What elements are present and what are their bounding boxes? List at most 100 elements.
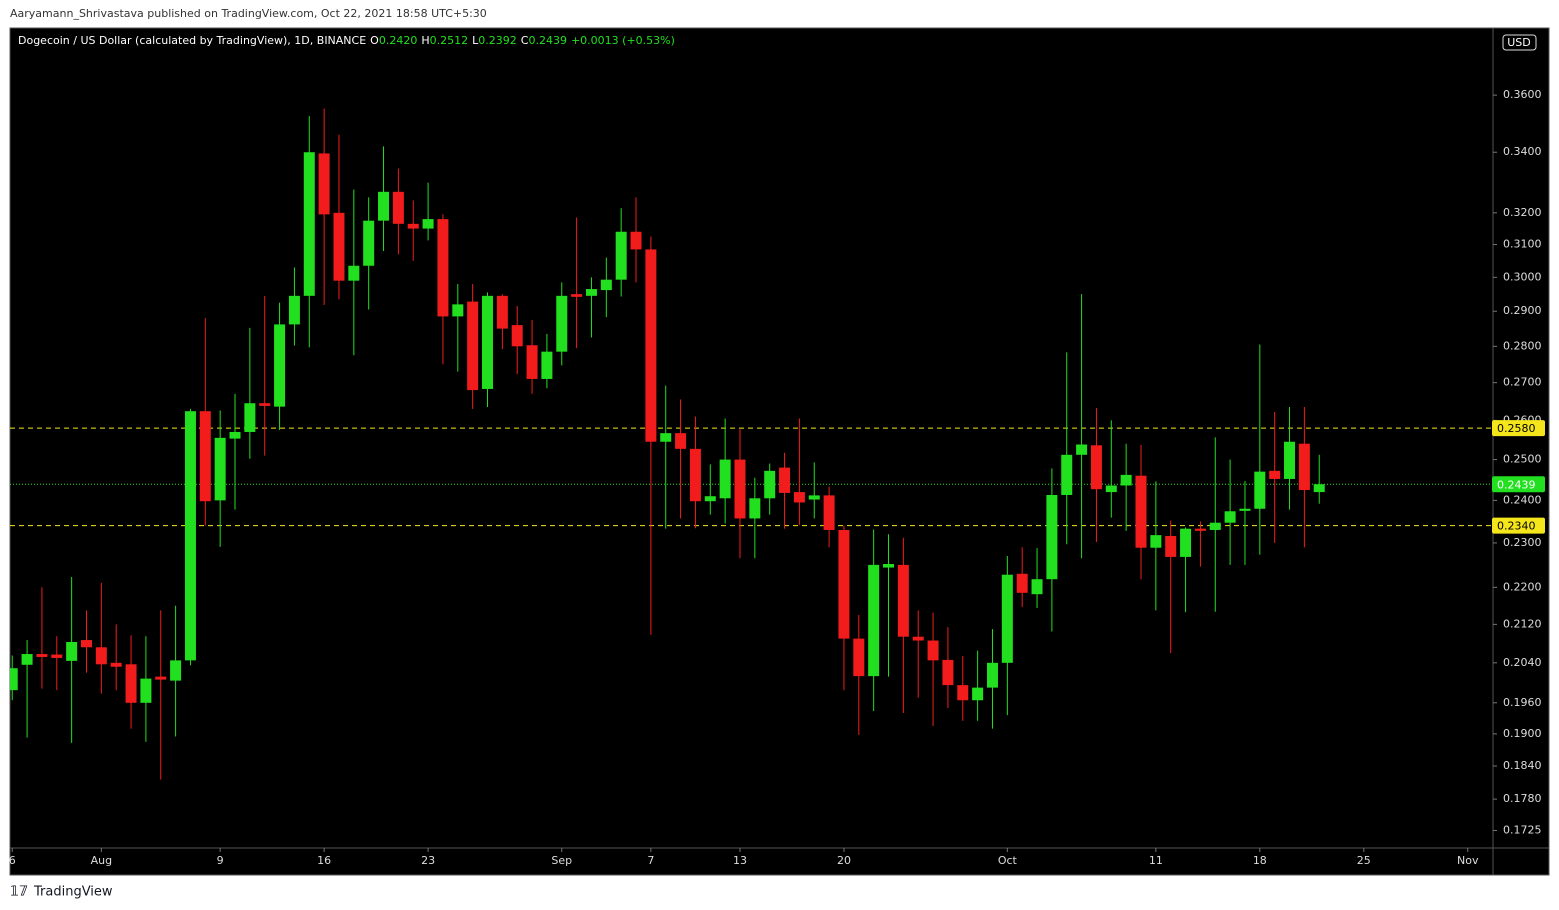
candle-body	[348, 265, 360, 281]
candle-body	[1194, 528, 1206, 531]
price-badge-label: 0.2580	[1497, 422, 1536, 435]
currency[interactable]: USD	[1507, 36, 1531, 49]
y-tick-label: 0.2040	[1503, 656, 1542, 669]
candle-body	[1284, 441, 1296, 479]
candle-body	[1209, 522, 1221, 530]
change: +0.0013 (+0.53%)	[570, 34, 675, 47]
price-badge-label: 0.2439	[1497, 478, 1536, 491]
candle-body	[972, 687, 984, 701]
candle-body	[779, 467, 791, 493]
candle-body	[467, 301, 479, 391]
x-tick-label: 23	[421, 854, 435, 867]
candle-body	[630, 231, 642, 250]
y-tick-label: 0.2200	[1503, 580, 1542, 593]
candle-body	[1001, 574, 1013, 663]
candle-body	[1239, 508, 1251, 511]
candle-body	[51, 654, 63, 658]
candle-body	[378, 191, 390, 221]
candle-body	[496, 295, 508, 329]
y-tick-label: 0.3600	[1503, 88, 1542, 101]
x-tick-label: 13	[733, 854, 747, 867]
candle-body	[1090, 445, 1102, 490]
candle-body	[957, 685, 969, 701]
candle-body	[883, 563, 895, 568]
candle-body	[199, 411, 211, 502]
candle-body	[1135, 475, 1147, 548]
candle-body	[541, 351, 553, 379]
x-tick-label: 11	[1149, 854, 1163, 867]
chart-title: Dogecoin / US Dollar (calculated by Trad…	[18, 34, 367, 47]
candle-body	[184, 411, 196, 661]
y-tick-label: 0.3200	[1503, 206, 1542, 219]
plot-area	[10, 108, 1493, 780]
candle-body	[986, 662, 998, 688]
ohlc-value: 0.2420	[378, 34, 418, 47]
x-tick-label: Aug	[91, 854, 112, 867]
candle-body	[1165, 535, 1177, 557]
price-badge	[1492, 476, 1545, 493]
candle-body	[853, 638, 865, 677]
ohlc-label: O	[370, 34, 379, 47]
candle-body	[1031, 579, 1043, 595]
candle-body	[363, 220, 375, 266]
candle-body	[1061, 454, 1073, 495]
candle-body	[303, 152, 315, 296]
candle-body	[244, 403, 256, 432]
candle-body	[437, 219, 449, 317]
candle-body	[1120, 474, 1132, 486]
x-tick-label: 20	[837, 854, 851, 867]
footer-logo: 𝟙𝟟	[10, 885, 28, 900]
y-tick-label: 0.1780	[1503, 792, 1542, 805]
candle-body	[452, 304, 464, 317]
ohlc-value: 0.2439	[528, 34, 567, 47]
y-tick-label: 0.2500	[1503, 453, 1542, 466]
footer: TradingView	[33, 885, 113, 900]
axes: 0.3600 0.3400 0.3200 0.3100 0.3000 0.2900 0.28…	[9, 88, 1545, 867]
candle-body	[140, 678, 152, 703]
candle-body	[1016, 573, 1028, 593]
ohlc-label: H	[421, 34, 430, 47]
candle-body	[749, 498, 761, 519]
candle-body	[214, 437, 226, 501]
candle-body	[645, 249, 657, 442]
y-tick-label: 0.3100	[1503, 238, 1542, 251]
x-tick-label: Sep	[551, 854, 572, 867]
x-tick-label: 18	[1253, 854, 1267, 867]
x-tick-label: 25	[1357, 854, 1371, 867]
candle-body	[21, 654, 33, 665]
chart-background	[9, 27, 1550, 876]
currency-box[interactable]	[1502, 34, 1537, 51]
candle-body	[1224, 511, 1236, 523]
candle-body	[912, 636, 924, 641]
candle-body	[1254, 471, 1266, 509]
ohlc-label: L	[472, 34, 479, 47]
price-badge	[1492, 517, 1545, 534]
candle-body	[95, 647, 107, 665]
x-tick-label: Oct	[998, 854, 1018, 867]
candle-body	[734, 459, 746, 519]
y-tick-label: 0.2800	[1503, 339, 1542, 352]
candle-body	[318, 153, 330, 215]
legend: Dogecoin / US Dollar (calculated by Trad…	[18, 34, 679, 47]
candle-body	[526, 345, 538, 379]
candle-body	[511, 325, 523, 347]
candle-body	[600, 279, 612, 291]
candle-body	[274, 324, 286, 407]
x-tick-label: 9	[217, 854, 224, 867]
ohlc-label: C	[520, 34, 529, 47]
x-tick-label: 16	[317, 854, 331, 867]
candle-body	[1269, 470, 1281, 479]
x-tick-label: 7	[647, 854, 654, 867]
y-tick-label: 0.3400	[1503, 145, 1542, 158]
byline: Aaryamann_Shrivastava published on Tradi…	[10, 7, 487, 20]
x-tick-label: 6	[9, 854, 16, 867]
y-tick-label: 0.3000	[1503, 270, 1542, 283]
candle-body	[704, 496, 716, 502]
candle-body	[66, 641, 78, 661]
candle-body	[808, 495, 820, 500]
price-badge-label: 0.2340	[1497, 520, 1536, 533]
y-tick-label: 0.2300	[1503, 536, 1542, 549]
ohlc-value: 0.2392	[478, 34, 517, 47]
